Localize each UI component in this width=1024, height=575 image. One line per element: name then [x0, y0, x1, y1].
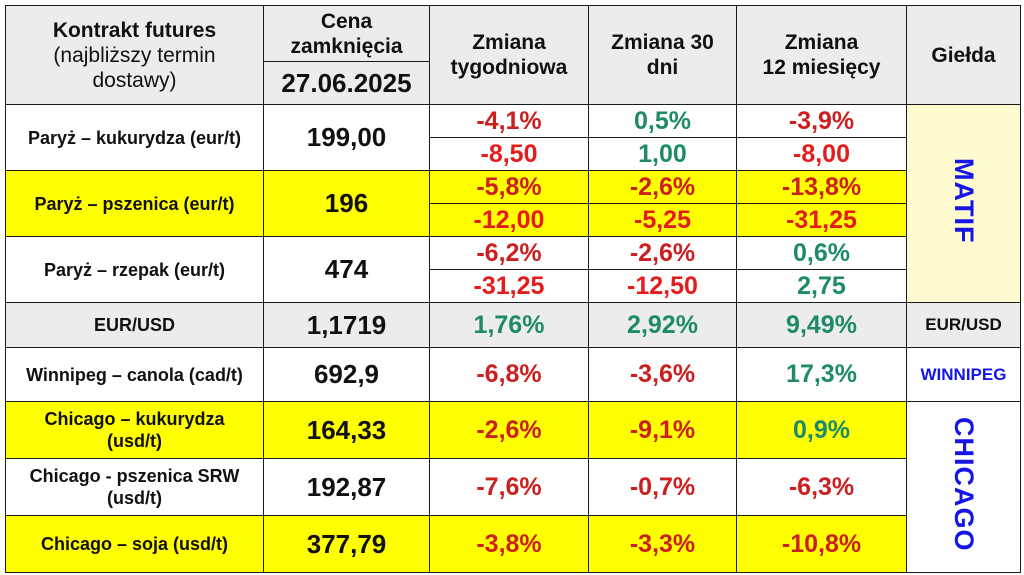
header-contract-line1: Kontrakt futures: [52, 18, 217, 42]
contract-name: Chicago – soja (usd/t): [5, 515, 264, 573]
weekly-change-pct: -6,8%: [429, 347, 589, 402]
header-price: Cena zamknięcia: [263, 5, 430, 62]
contract-name: Chicago - pszenica SRW (usd/t): [5, 458, 264, 516]
close-price: 474: [263, 236, 430, 303]
contract-name-line2: (usd/t): [107, 431, 162, 451]
change-12m-pct: -3,9%: [736, 104, 907, 138]
contract-name: Paryż – rzepak (eur/t): [5, 236, 264, 303]
change-12m-abs: -8,00: [736, 137, 907, 171]
exchange-winnipeg: WINNIPEG: [906, 347, 1021, 402]
weekly-change-pct: -3,8%: [429, 515, 589, 573]
weekly-change-abs: -8,50: [429, 137, 589, 171]
table-row: Chicago – kukurydza (usd/t) 164,33 -2,6%…: [5, 401, 1021, 573]
futures-table: Kontrakt futures (najbliższy termin dost…: [5, 5, 1021, 573]
change-12m-abs: -31,25: [736, 203, 907, 237]
change-30d-abs: -5,25: [588, 203, 737, 237]
contract-name: EUR/USD: [5, 302, 264, 348]
header-weekly-line2: tygodniowa: [450, 56, 568, 79]
table-row: Paryż – rzepak (eur/t) 474 -6,2% -2,6% 0…: [5, 236, 1021, 303]
close-price: 192,87: [263, 458, 430, 516]
contract-name: Paryż – kukurydza (eur/t): [5, 104, 264, 171]
contract-name-line1: Chicago - pszenica SRW: [29, 466, 240, 486]
exchange-chicago-label: CHICAGO: [949, 417, 979, 552]
header-price-line1: Cena: [320, 9, 373, 33]
header-contract-line3: dostawy): [92, 68, 177, 92]
header-12m: Zmiana 12 miesięcy: [736, 5, 907, 105]
contract-name: Chicago – kukurydza (usd/t): [5, 401, 264, 459]
header-contract: Kontrakt futures (najbliższy termin dost…: [5, 5, 264, 105]
close-price: 164,33: [263, 401, 430, 459]
change-12m-abs: 2,75: [736, 269, 907, 303]
table-row: Paryż – pszenica (eur/t) 196 -5,8% -2,6%…: [5, 170, 1021, 237]
contract-name-line2: (usd/t): [107, 488, 162, 508]
header-30d: Zmiana 30 dni: [588, 5, 737, 105]
weekly-change-abs: -31,25: [429, 269, 589, 303]
close-price: 196: [263, 170, 430, 237]
header-30d-line1: Zmiana 30: [611, 31, 714, 54]
close-price: 692,9: [263, 347, 430, 402]
header-weekly: Zmiana tygodniowa: [429, 5, 589, 105]
table-row: Paryż – kukurydza (eur/t) 199,00 -4,1% 0…: [5, 104, 1021, 303]
weekly-change-pct: -6,2%: [429, 236, 589, 270]
exchange-matif: MATIF: [906, 104, 1021, 303]
table-row: Chicago – soja (usd/t) 377,79 -3,8% -3,3…: [5, 515, 1021, 573]
header-exchange: Giełda: [906, 5, 1021, 105]
table-row: -31,25 -12,50 2,75: [6, 269, 1021, 303]
header-contract-line2: (najbliższy termin: [53, 43, 216, 67]
change-30d-pct: -2,6%: [588, 170, 737, 204]
weekly-change-pct: -4,1%: [429, 104, 589, 138]
header-date: 27.06.2025: [263, 61, 430, 105]
table-row: Winnipeg – canola (cad/t) 692,9 -6,8% -3…: [5, 347, 1021, 402]
close-price: 1,1719: [263, 302, 430, 348]
header-12m-line2: 12 miesięcy: [762, 56, 881, 79]
weekly-change-pct: -7,6%: [429, 458, 589, 516]
change-12m-pct: 0,9%: [736, 401, 907, 459]
header-price-line2: zamknięcia: [290, 34, 403, 58]
change-12m-pct: 0,6%: [736, 236, 907, 270]
change-30d-abs: -12,50: [588, 269, 737, 303]
weekly-change-pct: -5,8%: [429, 170, 589, 204]
header-12m-line1: Zmiana: [784, 31, 859, 54]
contract-name-line1: Chicago – kukurydza: [44, 409, 225, 429]
change-30d-pct: 0,5%: [588, 104, 737, 138]
change-30d-pct: -3,6%: [588, 347, 737, 402]
change-30d-pct: -9,1%: [588, 401, 737, 459]
header-30d-line2: dni: [646, 56, 679, 79]
weekly-change-pct: 1,76%: [429, 302, 589, 348]
change-12m-pct: -13,8%: [736, 170, 907, 204]
change-30d-pct: -0,7%: [588, 458, 737, 516]
contract-name: Winnipeg – canola (cad/t): [5, 347, 264, 402]
weekly-change-pct: -2,6%: [429, 401, 589, 459]
change-12m-pct: -10,8%: [736, 515, 907, 573]
exchange-eurusd: EUR/USD: [906, 302, 1021, 348]
close-price: 377,79: [263, 515, 430, 573]
table-row: Chicago - pszenica SRW (usd/t) 192,87 -7…: [5, 458, 1021, 516]
header-weekly-line1: Zmiana: [472, 31, 546, 54]
close-price: 199,00: [263, 104, 430, 171]
change-12m-pct: 9,49%: [736, 302, 907, 348]
table-row: EUR/USD 1,1719 1,76% 2,92% 9,49% EUR/USD: [5, 302, 1021, 348]
change-30d-pct: 2,92%: [588, 302, 737, 348]
table-row: -12,00 -5,25 -31,25: [6, 203, 1021, 237]
weekly-change-abs: -12,00: [429, 203, 589, 237]
contract-name: Paryż – pszenica (eur/t): [5, 170, 264, 237]
change-12m-pct: -6,3%: [736, 458, 907, 516]
change-30d-pct: -2,6%: [588, 236, 737, 270]
change-30d-abs: 1,00: [588, 137, 737, 171]
change-30d-pct: -3,3%: [588, 515, 737, 573]
change-12m-pct: 17,3%: [736, 347, 907, 402]
exchange-matif-label: MATIF: [949, 158, 979, 244]
exchange-chicago: CHICAGO: [906, 401, 1021, 573]
